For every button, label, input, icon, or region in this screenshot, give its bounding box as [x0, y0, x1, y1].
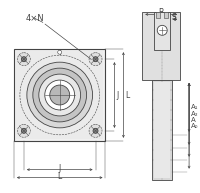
Circle shape — [89, 53, 102, 66]
Text: A: A — [191, 117, 196, 123]
Circle shape — [93, 128, 98, 133]
Text: L: L — [58, 172, 62, 181]
Text: S: S — [172, 13, 177, 22]
Circle shape — [58, 50, 62, 54]
Circle shape — [33, 68, 87, 122]
Text: B: B — [159, 8, 164, 17]
Circle shape — [157, 25, 167, 35]
Text: A₂: A₂ — [191, 111, 199, 117]
Text: 4×N: 4×N — [26, 14, 44, 23]
Bar — [156, 12, 160, 18]
Circle shape — [50, 85, 70, 105]
Circle shape — [21, 57, 26, 62]
Circle shape — [17, 124, 30, 137]
Bar — [152, 80, 172, 180]
Bar — [14, 49, 105, 141]
Text: J: J — [116, 91, 119, 100]
Circle shape — [27, 62, 93, 128]
Circle shape — [89, 124, 102, 137]
Circle shape — [45, 80, 75, 110]
Circle shape — [93, 57, 98, 62]
Text: A₀: A₀ — [191, 123, 199, 129]
Bar — [154, 82, 170, 178]
Bar — [164, 12, 168, 18]
Bar — [154, 12, 170, 50]
Circle shape — [17, 53, 30, 66]
Text: L: L — [125, 91, 130, 100]
Circle shape — [21, 128, 26, 133]
Text: J: J — [59, 164, 61, 173]
Bar — [142, 12, 180, 80]
Circle shape — [39, 74, 81, 116]
Text: S: S — [172, 14, 176, 20]
Text: A₁: A₁ — [191, 104, 199, 110]
Bar — [16, 51, 103, 139]
